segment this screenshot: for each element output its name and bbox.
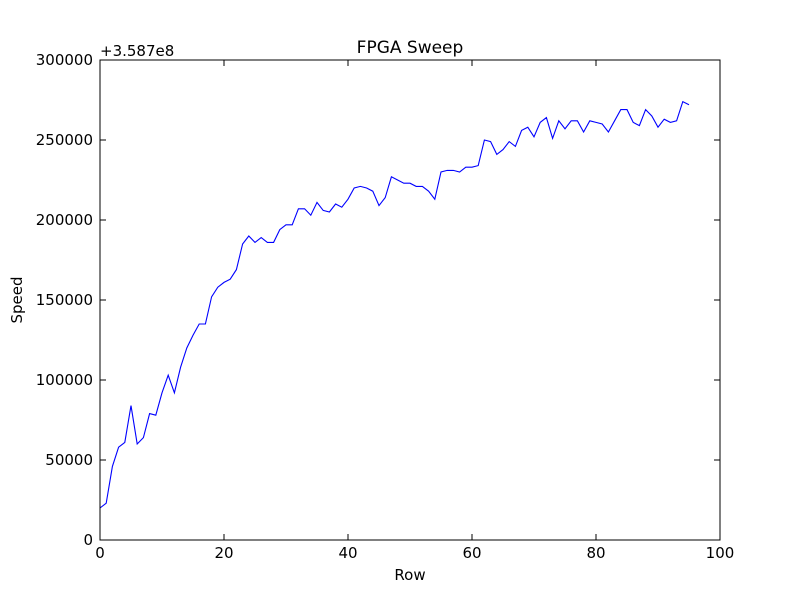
y-axis-label: Speed [8, 276, 26, 323]
x-axis-label: Row [394, 566, 425, 584]
x-tick-label: 0 [95, 544, 105, 562]
y-tick-label: 300000 [36, 51, 93, 69]
x-tick-label: 20 [214, 544, 233, 562]
speed-series-line [99, 100, 690, 509]
axis-ticks: 0 20 40 60 80 100 0 50000 100000 150000 200000 2500… [36, 51, 735, 562]
y-tick-label: 250000 [36, 131, 93, 149]
chart-title: FPGA Sweep [357, 38, 464, 58]
y-tick-label: 150000 [36, 291, 93, 309]
x-tick-label: 80 [586, 544, 605, 562]
y-tick-label: 50000 [45, 451, 93, 469]
y-tick-label: 200000 [36, 211, 93, 229]
x-tick-label: 60 [462, 544, 481, 562]
x-tick-label: 40 [338, 544, 357, 562]
series-layer [99, 100, 690, 509]
y-tick-label: 0 [83, 531, 93, 549]
y-axis-offset-label: +3.587e8 [100, 42, 174, 60]
y-tick-label: 100000 [36, 371, 93, 389]
x-tick-label: 100 [706, 544, 735, 562]
plot-area-frame [99, 59, 721, 541]
